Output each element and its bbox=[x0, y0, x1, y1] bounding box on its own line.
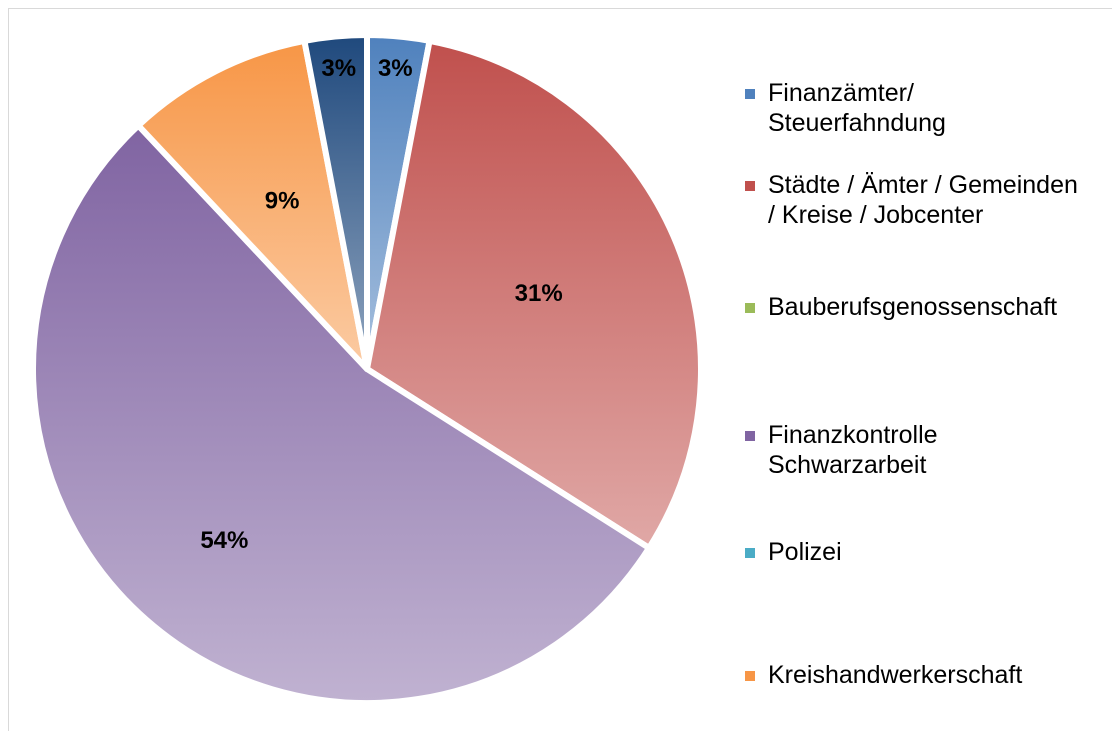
legend-item: Bauberufsgenossenschaft bbox=[745, 292, 1090, 322]
pie-slice bbox=[301, 32, 370, 372]
data-label: 3% bbox=[378, 55, 413, 82]
data-label: 54% bbox=[200, 527, 248, 554]
data-label: 9% bbox=[265, 188, 300, 215]
legend-label: Finanzämter/ Steuerfahndung bbox=[768, 79, 946, 137]
legend-swatch bbox=[745, 548, 755, 558]
legend-label: Kreishandwerkerschaft bbox=[768, 661, 1023, 689]
legend-label: Städte / Ämter / Gemeinden / Kreise / Jo… bbox=[768, 171, 1078, 229]
legend-item: Finanzkontrolle Schwarzarbeit bbox=[745, 420, 1090, 480]
legend-swatch bbox=[745, 671, 755, 681]
legend-swatch bbox=[745, 431, 755, 441]
pie-slice bbox=[135, 37, 370, 372]
pie-slice bbox=[30, 122, 653, 706]
legend-item: Kreishandwerkerschaft bbox=[745, 660, 1090, 690]
data-label: 31% bbox=[515, 280, 563, 307]
legend-item: Finanzämter/ Steuerfahndung bbox=[745, 78, 1090, 138]
legend-item: Polizei bbox=[745, 537, 1090, 567]
legend-item: Städte / Ämter / Gemeinden / Kreise / Jo… bbox=[745, 170, 1090, 230]
legend-label: Finanzkontrolle Schwarzarbeit bbox=[768, 421, 938, 479]
legend-swatch bbox=[745, 181, 755, 191]
data-label: 3% bbox=[321, 55, 356, 82]
legend-label: Bauberufsgenossenschaft bbox=[768, 293, 1058, 321]
legend-swatch bbox=[745, 303, 755, 313]
legend-label: Polizei bbox=[768, 538, 842, 566]
legend-swatch bbox=[745, 89, 755, 99]
chart-frame bbox=[8, 8, 1112, 731]
